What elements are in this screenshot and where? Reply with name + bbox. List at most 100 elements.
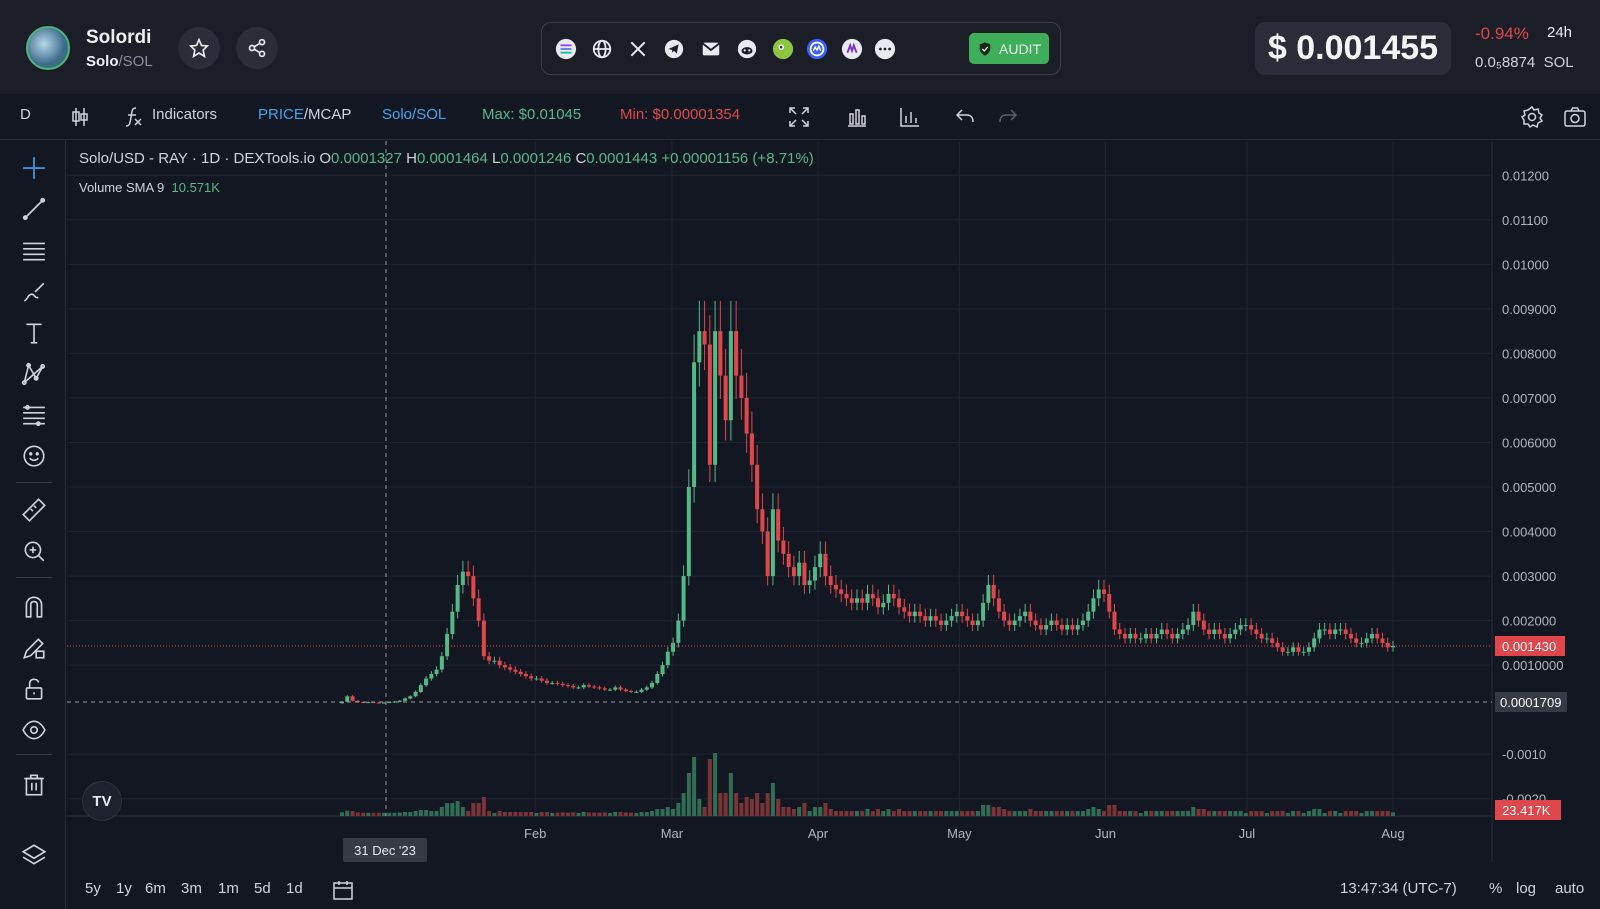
volume-bar (1238, 811, 1243, 816)
volume-bar (786, 807, 791, 816)
dextools-icon[interactable] (840, 37, 864, 61)
interval-button[interactable]: D (20, 106, 31, 123)
ruler-tool[interactable] (19, 495, 49, 525)
auto-scale-button[interactable]: auto (1555, 880, 1585, 897)
volume-bar (366, 812, 371, 816)
candle-body (392, 701, 397, 703)
globe-icon[interactable] (590, 37, 614, 61)
magnet-tool[interactable] (19, 592, 49, 622)
range-3m[interactable]: 3m (181, 880, 202, 897)
solana-icon[interactable] (554, 37, 578, 61)
chart-background (67, 141, 1600, 862)
favorite-button[interactable] (178, 27, 220, 69)
pair-toggle[interactable]: Solo/SOL (382, 106, 447, 123)
volume-bar (697, 799, 702, 816)
emoji-tool[interactable] (19, 441, 49, 471)
lock-tool[interactable] (19, 674, 49, 704)
fib-tool[interactable] (19, 400, 49, 430)
indicators-button[interactable]: Indicators (152, 106, 218, 123)
text-icon (26, 323, 42, 344)
undo-icon[interactable] (953, 105, 977, 129)
volume-bar (860, 811, 865, 816)
percent-scale-button[interactable]: % (1489, 880, 1503, 897)
volume-bar (1128, 811, 1133, 816)
visibility-tool[interactable] (19, 715, 49, 745)
telegram-icon[interactable] (662, 37, 686, 61)
lock-drawing-tool[interactable] (19, 633, 49, 663)
more-icon[interactable] (873, 37, 897, 61)
volume-bar (886, 809, 891, 816)
candle-body (476, 598, 481, 621)
volume-bar (981, 805, 986, 816)
range-6m[interactable]: 6m (145, 880, 166, 897)
candle-body (576, 687, 581, 689)
text-tool[interactable] (19, 318, 49, 348)
close-value: 0.0001443 (586, 150, 658, 167)
candle-body (1144, 633, 1149, 639)
candle-body (918, 611, 923, 617)
range-5y[interactable]: 5y (85, 880, 101, 897)
log-scale-button[interactable]: log (1516, 880, 1537, 897)
volume-bar (1333, 811, 1338, 816)
layers-icon (21, 844, 47, 865)
volume-bar (802, 803, 807, 816)
audit-button[interactable]: AUDIT (969, 33, 1049, 64)
candle-body (387, 702, 392, 704)
candle-body (1122, 633, 1127, 639)
price-mcap-toggle[interactable]: PRICE/MCAP (258, 106, 351, 123)
zoom-tool[interactable] (19, 536, 49, 566)
candle-body (413, 691, 418, 697)
trades-icon[interactable] (845, 105, 869, 129)
candle-body (1238, 625, 1243, 630)
candle-body (1285, 651, 1290, 653)
price-tick-label: 0.005000 (1502, 480, 1556, 495)
redo-icon[interactable] (996, 105, 1020, 129)
candle-body (660, 665, 665, 675)
coingecko-icon[interactable] (771, 37, 795, 61)
candle-body (671, 642, 676, 652)
volume-bars-icon[interactable] (898, 105, 922, 129)
volume-bar (534, 813, 539, 816)
layers-tool[interactable] (19, 840, 49, 870)
candle-body (886, 593, 891, 603)
trend-line-tool[interactable] (19, 194, 49, 224)
calendar-icon[interactable] (331, 878, 355, 902)
camera-icon[interactable] (1563, 105, 1587, 129)
price-chart[interactable]: 0.01200 0.01100 0.01000 0.009000 0.008000 0.0… (67, 141, 1600, 862)
candle-body (586, 685, 591, 687)
share-button[interactable] (236, 27, 278, 69)
candle-body (1259, 633, 1264, 639)
range-5d[interactable]: 5d (254, 880, 271, 897)
reddit-icon[interactable] (735, 37, 759, 61)
delete-tool[interactable] (19, 770, 49, 800)
range-1y[interactable]: 1y (116, 880, 132, 897)
candle-body (634, 691, 639, 693)
brush-tool[interactable] (19, 277, 49, 307)
candle-body (833, 584, 838, 590)
candle-body (1249, 625, 1254, 630)
horizontal-lines-tool[interactable] (19, 236, 49, 266)
candle-body (776, 509, 781, 541)
volume-bar (933, 811, 938, 816)
close-label: C (575, 150, 587, 167)
settings-gear-icon[interactable] (1520, 105, 1544, 129)
fullscreen-icon[interactable] (787, 105, 811, 129)
tradingview-logo[interactable]: TV (82, 781, 122, 821)
volume-bar (1312, 809, 1317, 816)
coinmarketcap-icon[interactable] (805, 37, 829, 61)
time-display: 13:47:34 (UTC-7) (1340, 880, 1457, 897)
volume-bar (912, 811, 917, 816)
volume-bar (397, 812, 402, 816)
mail-icon[interactable] (699, 37, 723, 61)
time-tick-label: May (947, 826, 972, 841)
x-icon[interactable] (626, 37, 650, 61)
crosshair-icon (23, 157, 45, 179)
candles-icon[interactable] (68, 105, 92, 129)
range-1d[interactable]: 1d (286, 880, 303, 897)
range-1m[interactable]: 1m (218, 880, 239, 897)
pattern-tool[interactable] (19, 359, 49, 389)
volume-bar (1212, 811, 1217, 816)
volume-bar (1343, 811, 1348, 816)
crosshair-tool[interactable] (19, 153, 49, 183)
pencil-lock-icon (22, 638, 45, 660)
